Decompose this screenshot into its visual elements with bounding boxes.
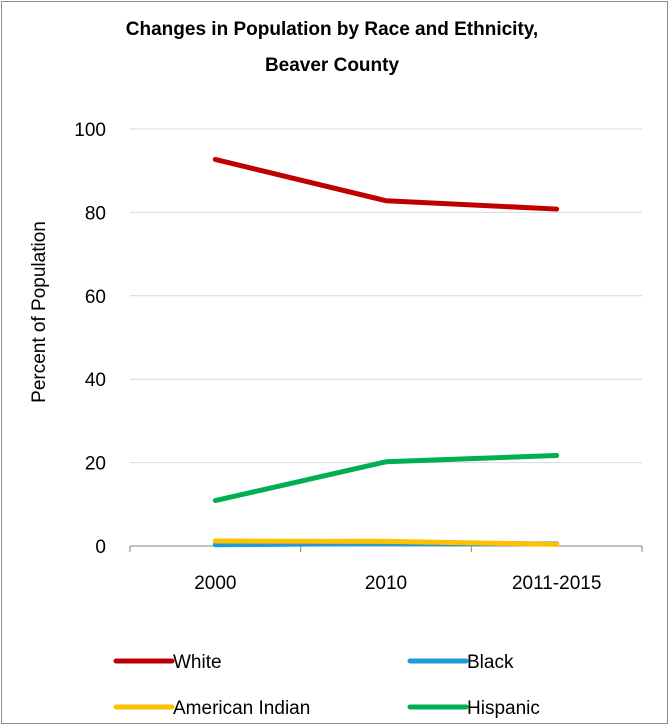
x-tick-label: 2010 [365, 573, 407, 594]
legend-label-american-indian: American Indian [173, 698, 310, 719]
x-axis [129, 545, 643, 552]
legend-label-white: White [173, 652, 222, 673]
series-line-american-indian [212, 538, 560, 547]
chart-title: Changes in Population by Race and Ethnic… [126, 19, 538, 40]
x-tick-label: 2000 [194, 573, 236, 594]
y-tick-label: 20 [85, 454, 106, 475]
chart-subtitle: Beaver County [265, 55, 400, 76]
y-tick-labels: 0 20 40 60 80 100 [74, 120, 106, 558]
y-tick-label: 40 [85, 370, 106, 391]
y-tick-label: 100 [74, 120, 106, 141]
x-tick-label: 2011-2015 [512, 573, 601, 594]
y-tick-label: 60 [85, 287, 106, 308]
y-tick-label: 80 [85, 203, 106, 224]
y-tick-label: 0 [95, 537, 106, 558]
gridlines [130, 128, 642, 464]
series-line-hispanic [212, 453, 560, 504]
series-line-white [212, 156, 560, 212]
x-tick-labels: 2000 2010 2011-2015 [194, 573, 601, 594]
legend-label-black: Black [467, 652, 514, 673]
y-axis-title: Percent of Population [29, 221, 50, 403]
legend: White Black American Indian Hispanic [113, 652, 540, 719]
series-lines [212, 156, 560, 548]
legend-label-hispanic: Hispanic [467, 698, 540, 719]
